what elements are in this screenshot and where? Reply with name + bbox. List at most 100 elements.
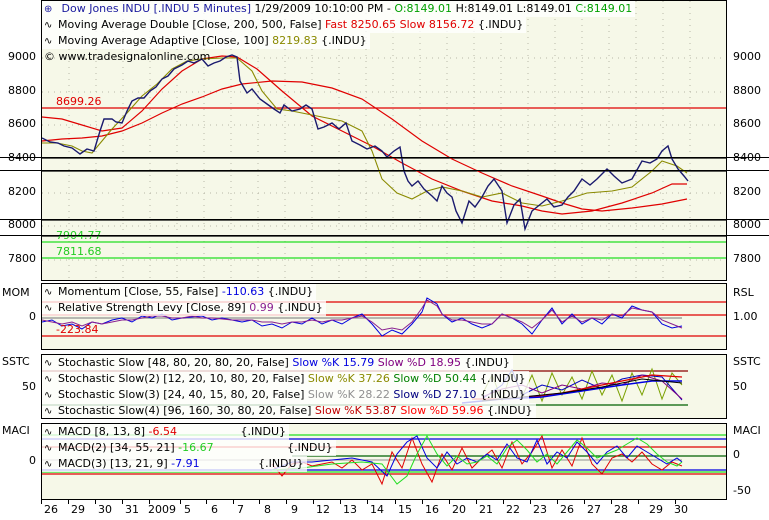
x-tick [340,499,341,504]
x-tick [233,499,234,504]
sstc-left-title: SSTC [2,355,30,368]
legend-stoch-4[interactable]: ∿ Stochastic Slow(4) [96, 160, 30, 80, 20… [42,403,536,418]
x-label: 15 [398,503,412,516]
y-tick-right: 8800 [733,84,761,97]
x-label: 2009 [148,503,176,516]
x-label: 20 [452,503,466,516]
x-label: 9 [291,503,298,516]
x-label: 12 [316,503,330,516]
x-tick [530,499,531,504]
x-tick [422,499,423,504]
price-axis-line-8400 [0,157,769,158]
support-label-2: 7811.68 [56,245,102,258]
y-tick-left: 8600 [8,117,36,130]
momentum-legend: ∿ Momentum [Close, 55, False] -110.63 {.I… [42,284,326,316]
x-label: 30 [674,503,688,516]
indicator-icon: ∿ [44,406,53,417]
legend-ma-double[interactable]: ∿ Moving Average Double [Close, 200, 500,… [42,17,527,33]
x-tick [557,499,558,504]
maci-right-title: MACI [733,424,761,437]
mom-left-title: MOM [2,286,30,299]
indicator-icon: ∿ [44,427,53,438]
x-label: 6 [211,503,218,516]
sstc-right-title: SSTC [733,355,761,368]
bar-chart-icon: ⊕ [44,4,53,15]
legend-macd-1[interactable]: ∿ MACD [8, 13, 8] -6.54 {.INDU} [42,424,290,440]
y-tick-right: 8000 [733,218,761,231]
y-tick-left: 8800 [8,84,36,97]
x-label: 8 [264,503,271,516]
maci-tick-0: 0 [29,454,36,467]
x-label: 14 [370,503,384,516]
price-axis-line-8300 [0,170,769,171]
price-legend: ⊕ Dow Jones INDU [.INDU 5 Minutes] 1/29/… [42,1,636,65]
indicator-icon: ∿ [44,287,53,298]
y-tick-right: 7800 [733,252,761,265]
x-label: 22 [506,503,520,516]
x-tick [286,499,287,504]
legend-stoch-1[interactable]: ∿ Stochastic Slow [48, 80, 20, 80, 20, Fa… [42,355,513,371]
x-tick [313,499,314,504]
maci-tick-50-right: -50 [733,484,751,497]
momentum-panel[interactable]: ∿ Momentum [Close, 55, False] -110.63 {.I… [41,283,727,350]
y-tick-left: 8000 [8,218,36,231]
x-tick [206,499,207,504]
x-tick [149,499,150,504]
indicator-icon: ∿ [44,459,53,470]
symbol-header[interactable]: ⊕ Dow Jones INDU [.INDU 5 Minutes] 1/29/… [42,1,636,17]
indicator-icon: ∿ [44,443,53,454]
x-label: 26 [44,503,58,516]
x-tick [122,499,123,504]
price-panel[interactable]: ⊕ Dow Jones INDU [.INDU 5 Minutes] 1/29/… [41,0,727,281]
maci-left-title: MACI [2,424,30,437]
sstc-tick-50: 50 [22,380,36,393]
x-label: 30 [98,503,112,516]
y-tick-right: 9000 [733,50,761,63]
stochastic-panel[interactable]: ∿ Stochastic Slow [48, 80, 20, 80, 20, Fa… [41,354,727,419]
x-tick [367,499,368,504]
macd-panel[interactable]: ∿ MACD [8, 13, 8] -6.54 {.INDU} ∿ MACD(2) … [41,423,727,500]
x-tick [395,499,396,504]
x-tick [638,499,639,504]
y-tick-left: 7800 [8,252,36,265]
x-label: 31 [125,503,139,516]
indicator-icon: ∿ [44,36,53,47]
price-axis-line-7950 [0,235,769,236]
x-tick [584,499,585,504]
y-tick-left: 9000 [8,50,36,63]
x-label: 13 [343,503,357,516]
resistance-label: 8699.26 [56,95,102,108]
x-tick [449,499,450,504]
macd-legend: ∿ MACD [8, 13, 8] -6.54 {.INDU} ∿ MACD(2) … [42,424,336,472]
x-label: 27 [587,503,601,516]
sstc-tick-50-right: 50 [733,380,747,393]
x-tick [180,499,181,504]
indicator-icon: ∿ [44,303,53,314]
y-tick-right: 8600 [733,117,761,130]
x-tick [95,499,96,504]
x-label: 26 [560,503,574,516]
legend-ma-adaptive[interactable]: ∿ Moving Average Adaptive [Close, 100] 82… [42,33,370,49]
legend-rsl[interactable]: ∿ Relative Strength Levy [Close, 89] 0.99… [42,300,326,316]
x-tick [675,499,676,504]
x-tick [68,499,69,504]
x-label: 29 [649,503,663,516]
mom-tick-0: 0 [29,310,36,323]
x-label: 28 [614,503,628,516]
y-tick-left: 8200 [8,185,36,198]
rsl-tick-1: 1.00 [733,310,758,323]
legend-macd-3[interactable]: ∿ MACD(3) [13, 21, 9] -7.91 {.INDU} [42,456,307,472]
x-tick [259,499,260,504]
x-label: 5 [184,503,191,516]
legend-stoch-2[interactable]: ∿ Stochastic Slow(2) [12, 20, 10, 80, 20,… [42,371,529,387]
x-tick [41,499,42,504]
x-label: 29 [71,503,85,516]
indicator-icon: ∿ [44,358,53,369]
y-tick-left: 8400 [8,151,36,164]
copyright: © www.tradesignalonline.com [44,50,211,63]
legend-momentum[interactable]: ∿ Momentum [Close, 55, False] -110.63 {.I… [42,284,317,300]
legend-macd-2[interactable]: ∿ MACD(2) [34, 55, 21] -16.67 {.INDU} [42,440,336,456]
stochastic-legend: ∿ Stochastic Slow [48, 80, 20, 80, 20, Fa… [42,355,536,418]
legend-stoch-3[interactable]: ∿ Stochastic Slow(3) [24, 40, 15, 80, 20,… [42,387,529,403]
price-axis-line-8050 [0,219,769,220]
